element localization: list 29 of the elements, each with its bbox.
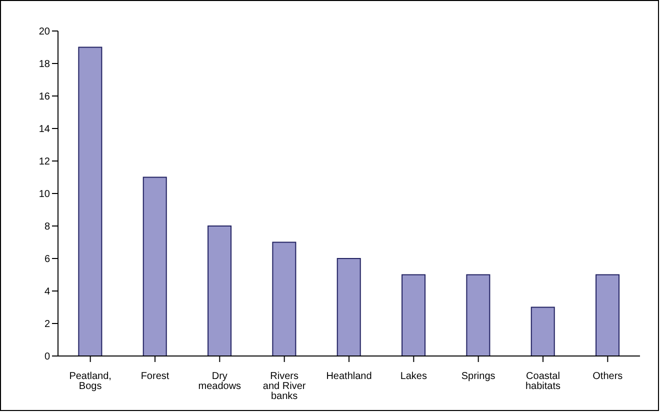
y-tick-label: 0 (44, 352, 50, 363)
x-tick-label: Lakes (400, 371, 428, 382)
bar (530, 306, 555, 356)
x-tick-label: Forest (140, 371, 170, 382)
bar (78, 46, 102, 356)
x-tick-label: Peatland, Bogs (69, 371, 112, 392)
y-tick-label: 16 (38, 92, 50, 103)
bar (208, 226, 232, 356)
y-tick-label: 2 (44, 319, 50, 330)
x-tick-label: Springs (461, 371, 496, 382)
x-tick-label: Dry meadows (198, 371, 242, 392)
x-tick-label: Others (592, 371, 623, 382)
y-tick-label: 18 (38, 59, 50, 70)
bar (272, 242, 296, 356)
y-tick-label: 10 (38, 189, 50, 200)
x-tick-label: Rivers and River banks (262, 371, 306, 402)
y-tick-label: 4 (44, 286, 50, 298)
bar (402, 274, 426, 356)
bar (596, 274, 620, 356)
x-tick-label: Coastal habitats (525, 371, 561, 392)
y-tick-label: 20 (38, 26, 50, 38)
y-tick-label: 6 (44, 254, 50, 266)
bar (142, 176, 167, 356)
y-tick-label: 8 (44, 222, 50, 233)
bar (336, 258, 361, 356)
y-tick-label: 12 (38, 156, 50, 168)
y-tick-label: 14 (38, 124, 50, 136)
x-tick-label: Heathland (326, 371, 372, 382)
bar (466, 274, 490, 356)
